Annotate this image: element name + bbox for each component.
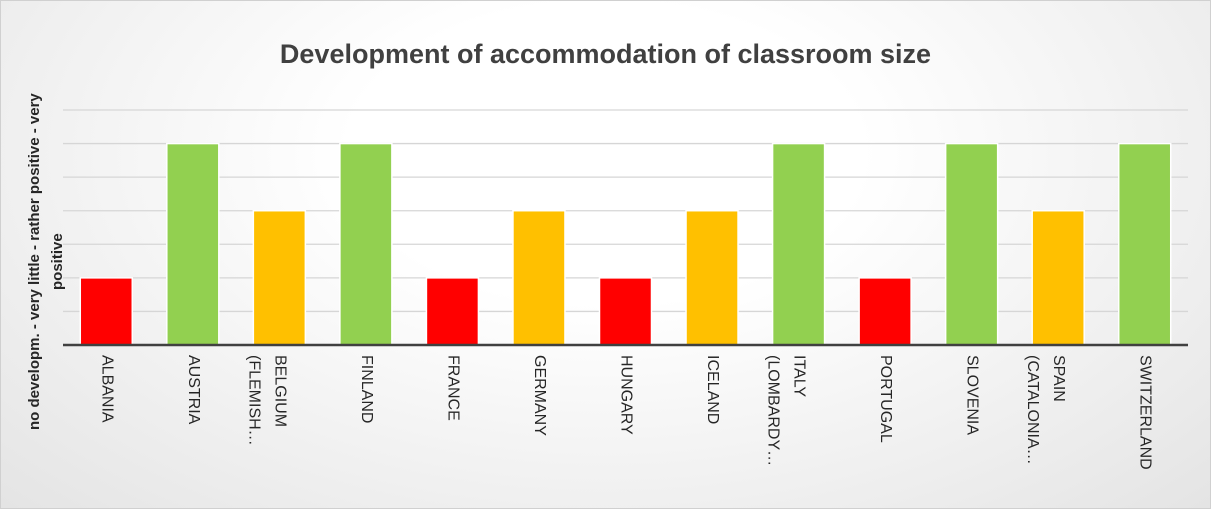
bar	[512, 209, 566, 346]
x-tick-label: SLOVENIA	[963, 355, 981, 436]
y-axis-label: no developm. - very little - rather posi…	[26, 93, 66, 431]
bar	[1031, 209, 1085, 346]
bar	[339, 142, 393, 346]
bar	[858, 277, 912, 346]
bar	[944, 142, 999, 346]
bar	[771, 142, 826, 346]
x-tick-label: BELGIUM (FLEMISH…	[245, 355, 289, 446]
x-tick-label: GERMANY	[530, 355, 548, 436]
x-tick-label: FRANCE	[444, 355, 462, 421]
bar	[685, 209, 739, 346]
bar	[425, 277, 480, 346]
x-tick-label: PORTUGAL	[877, 355, 895, 443]
x-tick-label: ALBANIA	[98, 355, 116, 423]
bar	[598, 277, 653, 346]
x-tick-label: FINLAND	[357, 355, 375, 424]
x-tick-label: SWITZERLAND	[1136, 355, 1154, 470]
chart-title: Development of accommodation of classroo…	[279, 39, 932, 69]
x-tick-label: ITALY (LOMBARDY…	[764, 355, 808, 467]
x-tick-label: SPAIN (CATALONIA…	[1024, 355, 1068, 465]
bar	[1117, 142, 1172, 346]
x-tick-label: ICELAND	[704, 355, 722, 425]
bar	[79, 277, 134, 346]
x-tick-label: HUNGARY	[617, 355, 635, 435]
x-tick-label: AUSTRIA	[184, 355, 202, 425]
bar	[166, 142, 220, 346]
bar	[252, 209, 307, 346]
